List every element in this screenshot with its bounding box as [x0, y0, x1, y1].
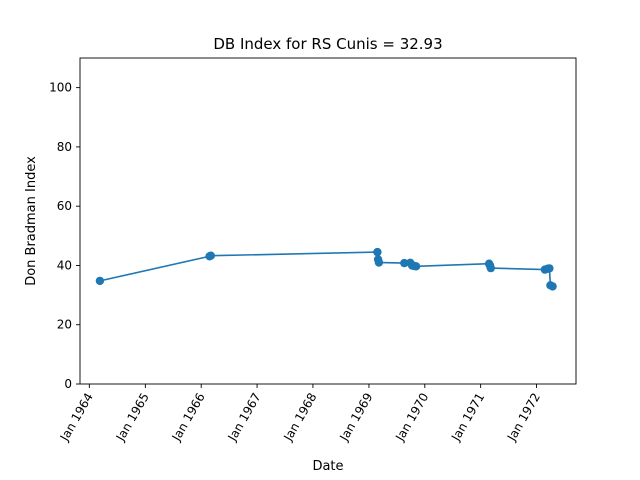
y-tick-label: 20	[57, 318, 72, 332]
plot-area	[79, 57, 577, 385]
y-axis: 0 20 40 60 80 100	[49, 81, 80, 391]
y-tick-label: 100	[49, 81, 72, 95]
axes-frame	[79, 57, 577, 385]
data-point	[373, 247, 382, 257]
data-point	[206, 251, 215, 260]
data-point	[486, 263, 495, 273]
chart-title: DB Index for RS Cunis = 32.93	[213, 35, 442, 53]
data-point	[545, 264, 554, 273]
y-axis-label: Don Bradman Index	[24, 156, 39, 286]
x-axis-label: Date	[312, 459, 343, 474]
y-tick-label: 0	[64, 377, 72, 391]
data-point	[411, 262, 421, 271]
data-point	[400, 258, 409, 268]
data-point	[374, 258, 384, 267]
y-tick-label: 80	[57, 140, 72, 154]
y-tick-label: 60	[57, 199, 72, 213]
y-tick-label: 40	[57, 258, 72, 272]
data-point	[548, 282, 557, 291]
data-point	[95, 276, 105, 286]
